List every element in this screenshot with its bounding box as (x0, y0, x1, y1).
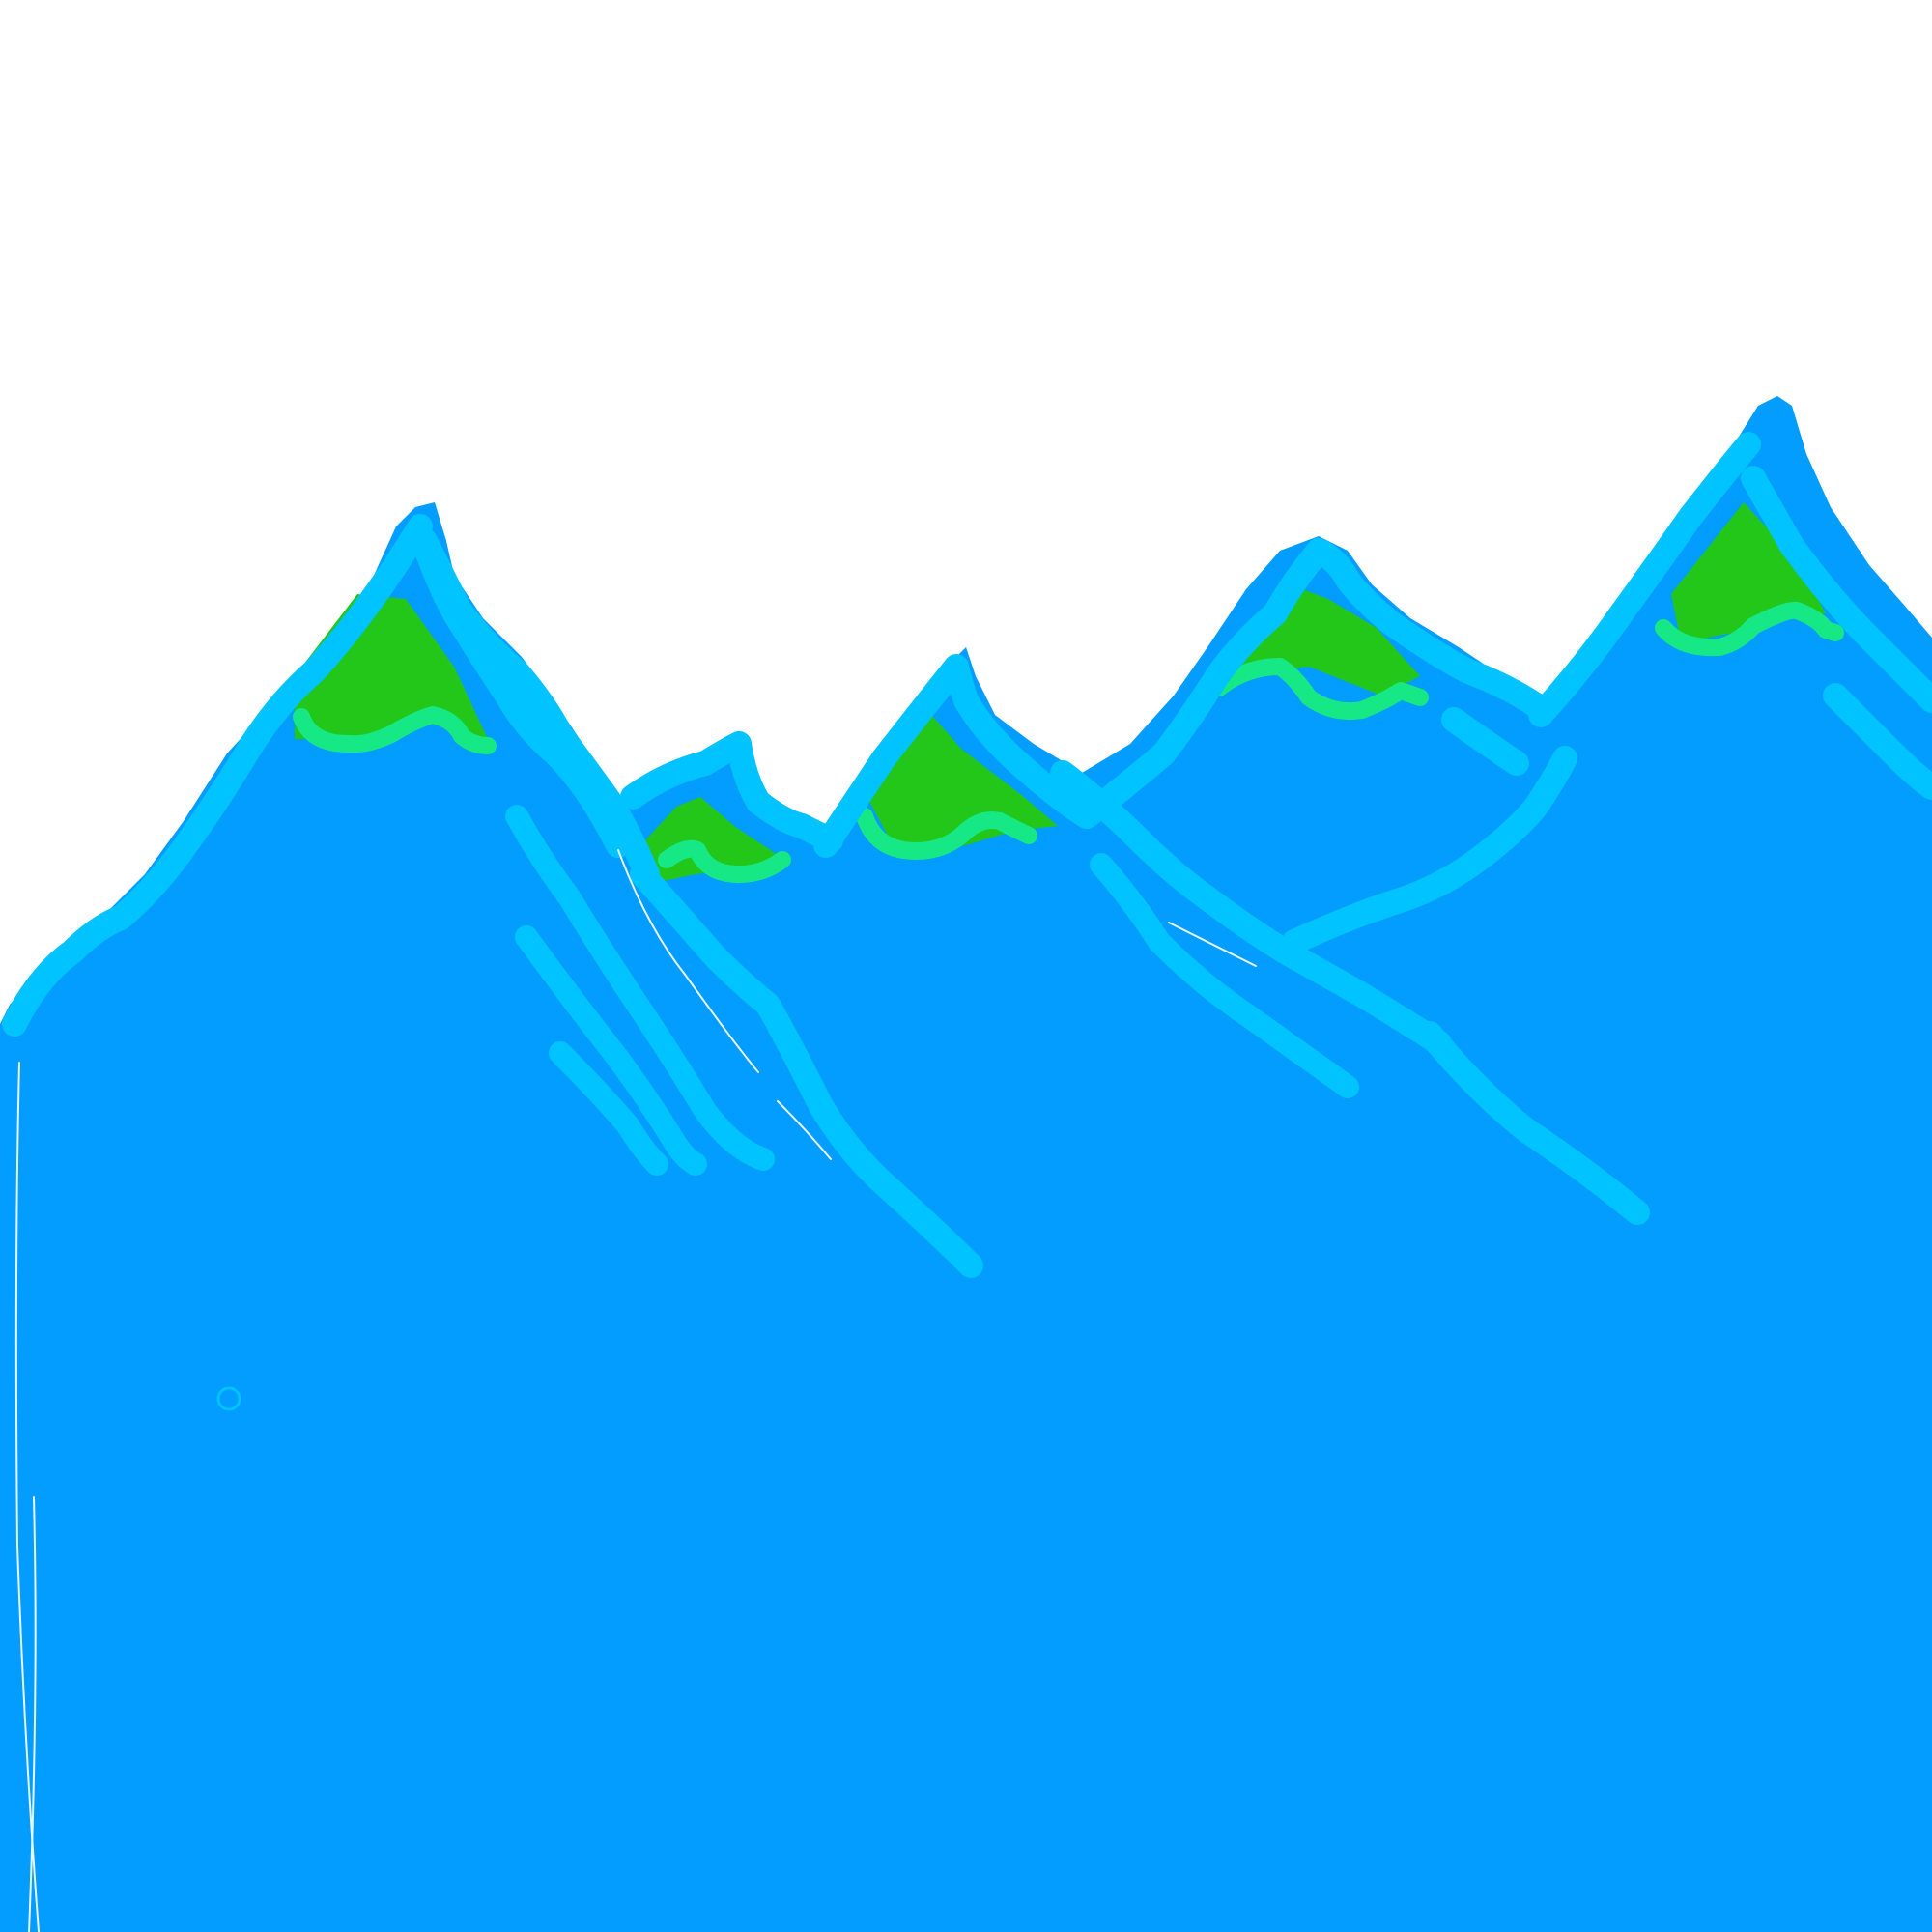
ridge-third-peak (813, 654, 1099, 858)
left-edge-line (14, 1062, 40, 1932)
streak-2 (515, 925, 707, 1176)
ridge-detail-3 (777, 1100, 832, 1160)
ridge-detail-2 (1168, 922, 1257, 967)
ridge-third-peak-down (630, 862, 983, 1278)
ridge-outlines (2, 432, 1932, 1278)
ridge-right-lines (1823, 683, 1932, 800)
cap-edges (293, 601, 1844, 883)
ridge-detail-1 (617, 849, 759, 1073)
ridge-valley-lines-2 (1282, 746, 1577, 954)
cap-edge-4 (1210, 658, 1429, 721)
ridge-fifth-peak (1528, 432, 1932, 727)
thin-detail-lines (14, 849, 1257, 1932)
cap-edge-5 (1655, 601, 1844, 657)
mountain-range-fill (0, 396, 1932, 1932)
ridge-valley-lines (1050, 760, 1452, 1056)
ridge-fourth-peak (1074, 538, 1548, 829)
streak-3 (549, 1041, 668, 1176)
streak-1 (505, 805, 775, 1171)
slope-streaks (505, 805, 1359, 1176)
ridge-left-peak-right-slope (412, 528, 660, 887)
streak-4 (1090, 853, 1359, 1098)
cap-edge-3 (856, 808, 1037, 860)
small-circle-mark (216, 1386, 242, 1411)
cap-edge-2 (658, 839, 791, 883)
left-edge-line-2 (28, 1496, 37, 1932)
cap-edge-1 (293, 706, 497, 754)
ridge-second-peak (620, 731, 843, 853)
ridge-lower-right-line (1417, 1021, 1650, 1225)
ridge-peak-right-segment (1441, 707, 1529, 776)
